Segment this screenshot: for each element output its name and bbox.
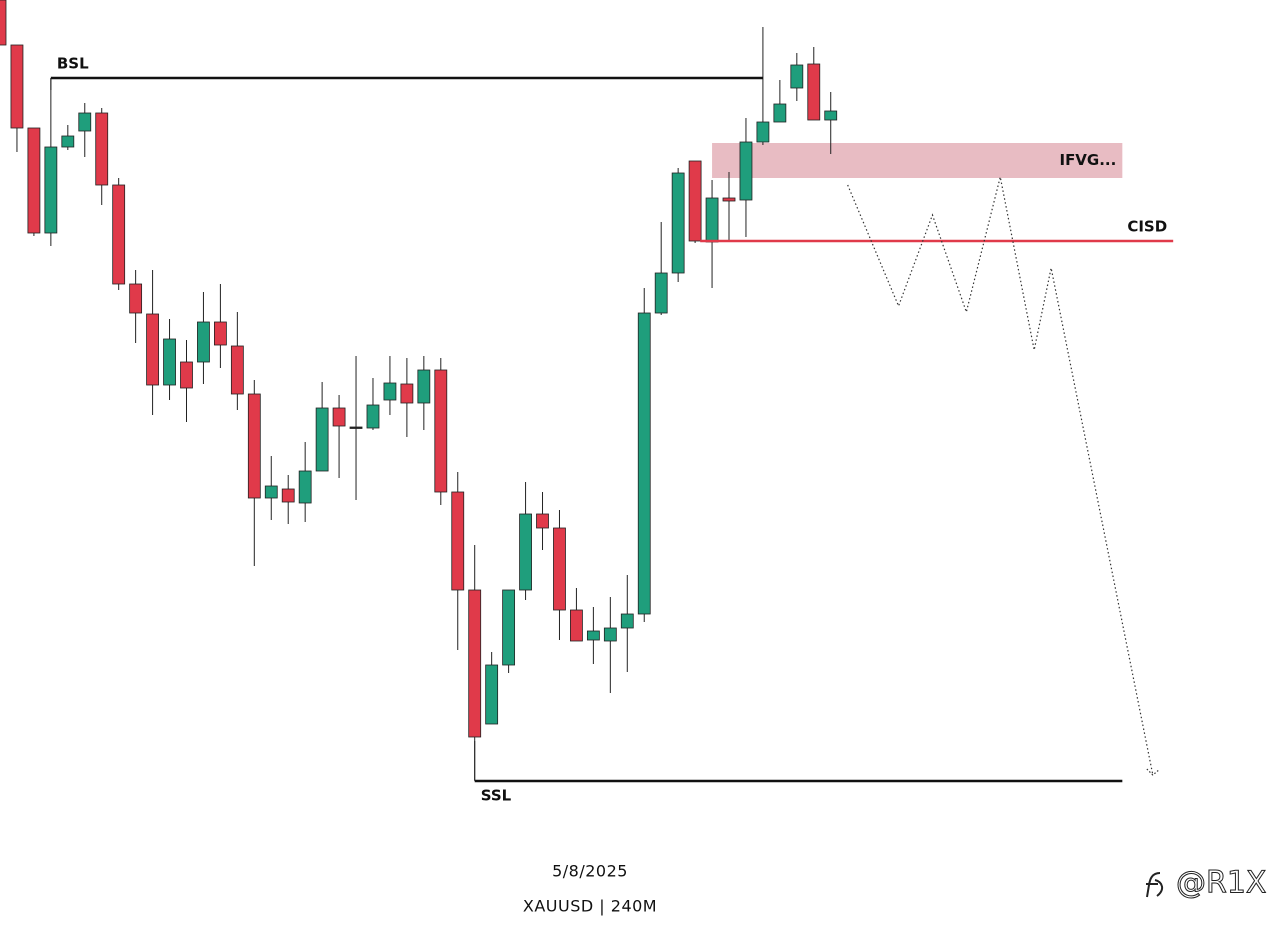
candle-body	[722, 197, 736, 202]
candle-body	[417, 369, 431, 404]
candle-body	[705, 197, 719, 243]
candle-body	[739, 141, 753, 201]
watermark: @R1X	[1176, 866, 1266, 901]
candle-body	[180, 361, 193, 389]
projection-path	[847, 176, 1154, 776]
zone-label: IFVG...	[1059, 151, 1116, 169]
candle-body	[400, 383, 414, 404]
watermark-logo	[1146, 872, 1163, 898]
candle-body	[61, 135, 75, 148]
candle-body	[773, 103, 787, 123]
level-label: SSL	[481, 787, 512, 805]
candle-body	[281, 488, 295, 503]
candle-body	[0, 0, 7, 46]
candle-body	[213, 321, 227, 346]
candle-body	[349, 426, 363, 429]
candle-body	[824, 110, 838, 121]
candle-body	[485, 664, 499, 725]
candle-body	[434, 369, 448, 493]
candle-body	[247, 393, 261, 499]
ifvg-zone	[712, 143, 1123, 178]
candle-body	[146, 313, 159, 386]
candle-body	[315, 407, 329, 472]
candle-body	[163, 338, 176, 386]
candle-body	[78, 112, 92, 132]
candle-body	[264, 485, 278, 499]
candle-body	[44, 146, 58, 234]
level-label: CISD	[1127, 218, 1167, 236]
candle-body	[129, 283, 143, 314]
candle-body	[502, 589, 516, 666]
candle-body	[637, 312, 651, 615]
chart-subtitle: XAUUSD | 240M	[523, 897, 657, 916]
candle-body	[230, 345, 244, 395]
candle-body	[519, 513, 532, 591]
candle-body	[468, 589, 482, 738]
candle-body	[27, 127, 41, 234]
candle-body	[603, 627, 617, 642]
level-label: BSL	[57, 55, 89, 73]
candle-body	[383, 382, 397, 401]
candle-body	[197, 321, 210, 363]
candle-body	[688, 160, 702, 242]
candle-body	[10, 44, 24, 129]
candle-body	[570, 609, 583, 642]
candle-body	[553, 527, 566, 611]
candle-body	[298, 470, 312, 504]
candle-body	[790, 64, 804, 89]
candle-body	[807, 63, 821, 121]
candle-body	[451, 491, 465, 591]
candle-body	[95, 112, 109, 186]
projection-arrow	[1146, 768, 1160, 776]
chart-date: 5/8/2025	[552, 862, 628, 881]
candle-body	[366, 404, 380, 429]
candle-body	[586, 630, 600, 641]
candle-body	[536, 513, 549, 529]
candle-body	[112, 184, 126, 285]
candle-body	[756, 121, 770, 143]
candle-body	[654, 272, 668, 314]
candle-body	[332, 407, 346, 427]
candle-body	[671, 172, 685, 274]
candle-body	[620, 613, 634, 629]
